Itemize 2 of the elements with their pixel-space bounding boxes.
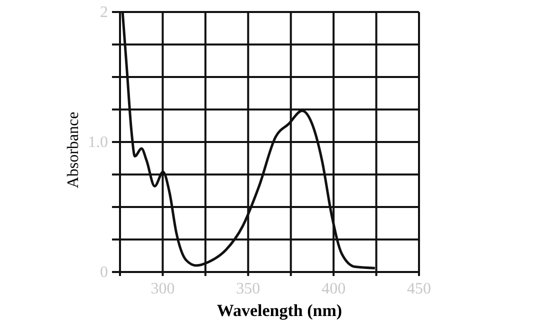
x-axis-title: Wavelength (nm) [216, 301, 342, 320]
y-axis-title: Absorbance [65, 112, 82, 188]
